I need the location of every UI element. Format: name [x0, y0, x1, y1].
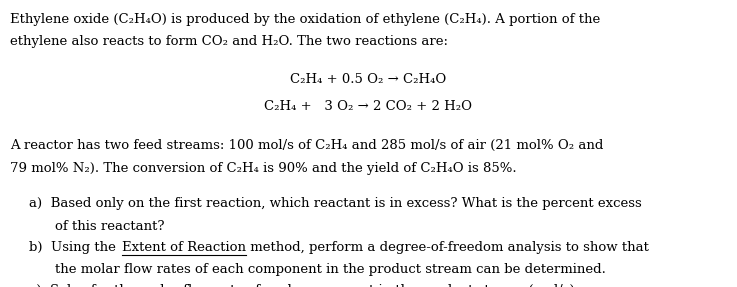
- Text: b)  Using the: b) Using the: [29, 241, 121, 253]
- Text: C₂H₄ + 0.5 O₂ → C₂H₄O: C₂H₄ + 0.5 O₂ → C₂H₄O: [290, 73, 447, 86]
- Text: of this reactant?: of this reactant?: [55, 220, 165, 232]
- Text: A reactor has two feed streams: 100 mol/s of C₂H₄ and 285 mol/s of air (21 mol% : A reactor has two feed streams: 100 mol/…: [10, 139, 603, 152]
- Text: method, perform a degree-of-freedom analysis to show that: method, perform a degree-of-freedom anal…: [245, 241, 649, 253]
- Text: ethylene also reacts to form CO₂ and H₂O. The two reactions are:: ethylene also reacts to form CO₂ and H₂O…: [10, 35, 447, 48]
- Text: c)  Solve for the molar flow rate of each component in the product stream (mol/s: c) Solve for the molar flow rate of each…: [29, 284, 579, 287]
- Text: 79 mol% N₂). The conversion of C₂H₄ is 90% and the yield of C₂H₄O is 85%.: 79 mol% N₂). The conversion of C₂H₄ is 9…: [10, 162, 516, 175]
- Text: Ethylene oxide (C₂H₄O) is produced by the oxidation of ethylene (C₂H₄). A portio: Ethylene oxide (C₂H₄O) is produced by th…: [10, 13, 600, 26]
- Text: C₂H₄ +   3 O₂ → 2 CO₂ + 2 H₂O: C₂H₄ + 3 O₂ → 2 CO₂ + 2 H₂O: [265, 100, 472, 113]
- Text: the molar flow rates of each component in the product stream can be determined.: the molar flow rates of each component i…: [55, 263, 606, 276]
- Text: a)  Based only on the first reaction, which reactant is in excess? What is the p: a) Based only on the first reaction, whi…: [29, 197, 642, 210]
- Text: Extent of Reaction: Extent of Reaction: [122, 241, 245, 253]
